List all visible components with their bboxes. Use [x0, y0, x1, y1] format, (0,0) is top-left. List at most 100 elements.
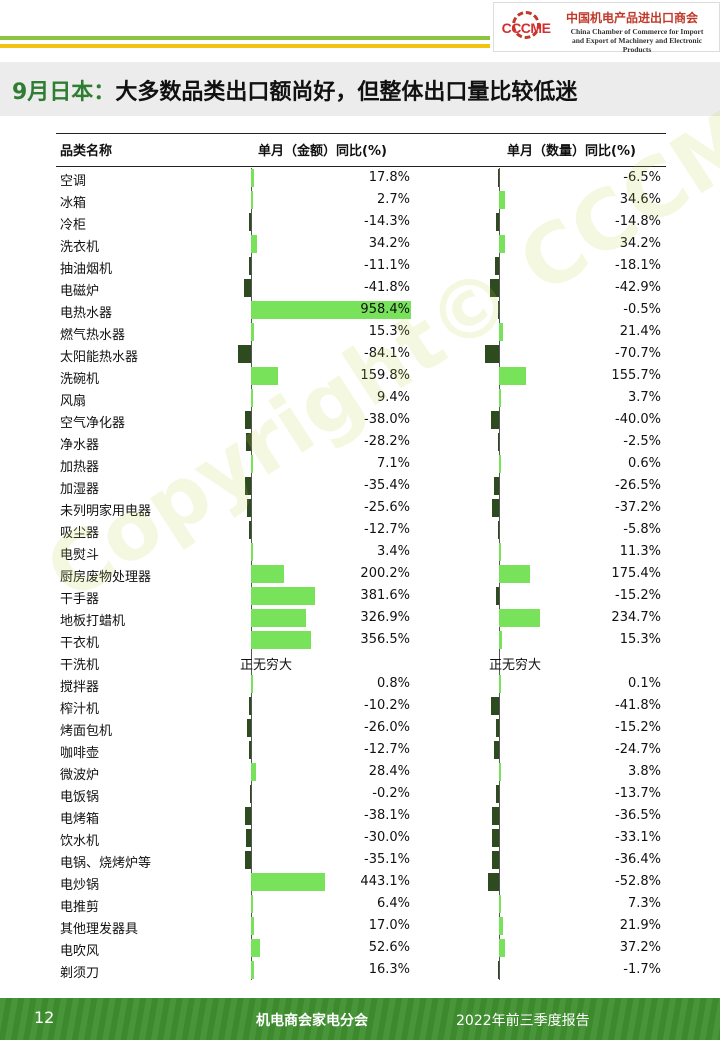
quantity-value: 21.9% — [619, 918, 661, 933]
category-name: 厨房废物处理器 — [60, 570, 152, 585]
category-name: 净水器 — [60, 438, 100, 453]
quantity-value: 3.7% — [627, 390, 661, 405]
quantity-value: 155.7% — [611, 368, 661, 383]
amount-value: 3.4% — [376, 544, 410, 559]
amount-value: 159.8% — [360, 368, 410, 383]
quantity-value: 34.2% — [619, 236, 661, 251]
amount-bar — [246, 719, 251, 737]
category-name: 干手器 — [60, 592, 100, 607]
amount-bar — [249, 257, 251, 275]
category-name: 电熨斗 — [60, 548, 100, 563]
amount-value: -84.1% — [364, 346, 410, 361]
quantity-bar — [497, 521, 499, 539]
gear-icon — [512, 11, 540, 39]
quantity-bar — [499, 389, 501, 407]
table-row: 电锅、烧烤炉等 -35.1% -36.4% — [0, 849, 720, 871]
quantity-value: -36.4% — [615, 852, 661, 867]
table-row: 太阳能热水器 -84.1% -70.7% — [0, 343, 720, 365]
table-row: 饮水机 -30.0% -33.1% — [0, 827, 720, 849]
amount-bar — [244, 807, 251, 825]
amount-value: -26.0% — [364, 720, 410, 735]
amount-value: 7.1% — [376, 456, 410, 471]
quantity-bar — [499, 675, 501, 693]
table-row: 空气净化器 -38.0% -40.0% — [0, 409, 720, 431]
cccme-logo: CCCME 中国机电产品进出口商会 China Chamber of Comme… — [493, 2, 720, 54]
quantity-bar — [492, 829, 499, 847]
amount-value: 28.4% — [368, 764, 410, 779]
amount-bar — [251, 191, 253, 209]
quantity-value: -26.5% — [615, 478, 661, 493]
quantity-bar — [499, 895, 501, 913]
amount-value: -38.1% — [364, 808, 410, 823]
quantity-value: -42.9% — [615, 280, 661, 295]
category-name: 地板打蜡机 — [60, 614, 126, 629]
logo-english-name: China Chamber of Commerce for Import and… — [558, 27, 716, 54]
table-header-rule — [56, 166, 666, 167]
amount-bar — [251, 543, 253, 561]
table-row: 厨房废物处理器 200.2% 175.4% — [0, 563, 720, 585]
amount-value: -25.6% — [364, 500, 410, 515]
category-name: 风扇 — [60, 394, 87, 409]
amount-value: -0.2% — [372, 786, 410, 801]
column-header-name: 品类名称 — [60, 144, 113, 159]
amount-bar — [251, 873, 325, 891]
category-name: 电热水器 — [60, 306, 113, 321]
column-header-quantity: 单月（数量）同比(%) — [507, 144, 636, 159]
table-row: 抽油烟机 -11.1% -18.1% — [0, 255, 720, 277]
table-row: 空调 17.8% -6.5% — [0, 167, 720, 189]
amount-value: 356.5% — [360, 632, 410, 647]
table-row: 洗碗机 159.8% 155.7% — [0, 365, 720, 387]
logo-english-line2: and Export of Machinery and Electronic P… — [571, 36, 703, 54]
amount-value: -12.7% — [364, 522, 410, 537]
table-row: 电饭锅 -0.2% -13.7% — [0, 783, 720, 805]
amount-value: 34.2% — [368, 236, 410, 251]
quantity-value: -15.2% — [615, 588, 661, 603]
quantity-bar — [490, 697, 499, 715]
amount-value: 9.4% — [376, 390, 410, 405]
category-name: 烤面包机 — [60, 724, 113, 739]
quantity-bar — [491, 807, 499, 825]
quantity-infinite-label: 正无穷大 — [489, 658, 542, 673]
category-name: 电推剪 — [60, 900, 100, 915]
amount-bar — [251, 763, 256, 781]
footer-organization: 机电商会家电分会 — [256, 1013, 368, 1029]
amount-bar — [251, 169, 254, 187]
amount-value: 200.2% — [360, 566, 410, 581]
amount-bar — [251, 455, 253, 473]
amount-value: 16.3% — [368, 962, 410, 977]
header-stripe-yellow — [0, 44, 490, 48]
amount-bar — [246, 829, 251, 847]
table-row: 加热器 7.1% 0.6% — [0, 453, 720, 475]
category-name: 干衣机 — [60, 636, 100, 651]
amount-value: 326.9% — [360, 610, 410, 625]
category-name: 剃须刀 — [60, 966, 100, 981]
page-title-accent: 9月日本： — [12, 80, 116, 105]
page-number: 12 — [34, 1008, 55, 1027]
quantity-value: -40.0% — [615, 412, 661, 427]
page-title-rest: 大多数品类出口额尚好，但整体出口量比较低迷 — [115, 80, 578, 105]
amount-value: 52.6% — [368, 940, 410, 955]
quantity-value: -70.7% — [615, 346, 661, 361]
quantity-bar — [491, 851, 499, 869]
quantity-value: -24.7% — [615, 742, 661, 757]
category-name: 其他理发器具 — [60, 922, 139, 937]
table-row: 燃气热水器 15.3% 21.4% — [0, 321, 720, 343]
quantity-value: -14.8% — [615, 214, 661, 229]
category-name: 加热器 — [60, 460, 100, 475]
category-name: 电锅、烧烤炉等 — [60, 856, 152, 871]
amount-value: -35.4% — [364, 478, 410, 493]
quantity-value: -18.1% — [615, 258, 661, 273]
title-band — [0, 62, 720, 116]
amount-bar — [251, 323, 254, 341]
category-name: 空气净化器 — [60, 416, 126, 431]
quantity-value: -33.1% — [615, 830, 661, 845]
amount-bar — [251, 367, 278, 385]
quantity-bar — [499, 367, 527, 385]
quantity-bar — [499, 235, 505, 253]
quantity-bar — [488, 873, 499, 891]
quantity-bar — [497, 169, 499, 187]
table-row: 未列明家用电器 -25.6% -37.2% — [0, 497, 720, 519]
amount-bar — [249, 697, 251, 715]
quantity-bar — [490, 279, 499, 297]
category-name: 微波炉 — [60, 768, 100, 783]
